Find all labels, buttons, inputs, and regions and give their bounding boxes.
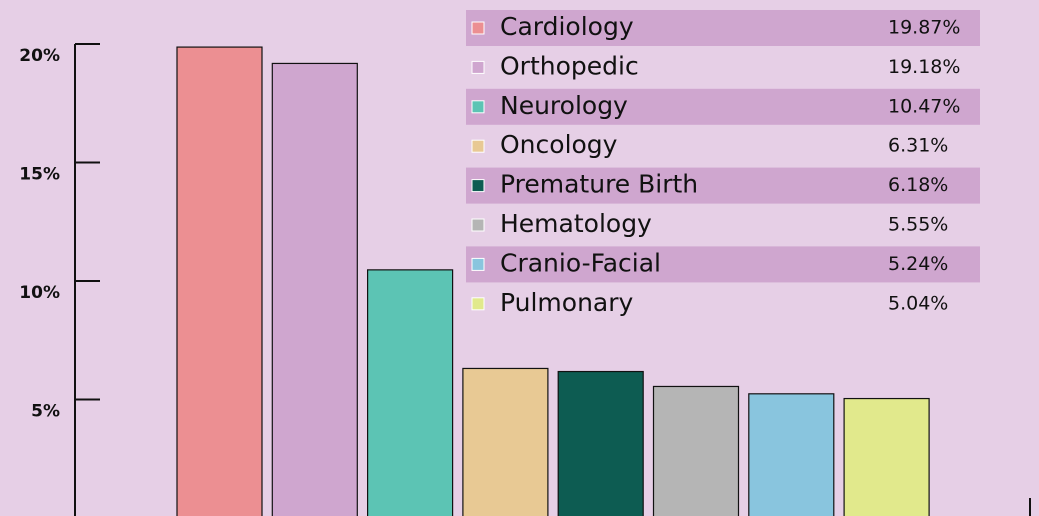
y-tick-label: 5% <box>31 402 60 422</box>
legend-label: Hematology <box>500 209 652 238</box>
legend-row-bg <box>466 10 980 46</box>
legend-swatch <box>471 100 485 114</box>
bar <box>176 46 263 516</box>
value-label: 19.87% <box>888 17 960 39</box>
value-label: 6.31% <box>888 135 948 157</box>
legend-label: Cardiology <box>500 12 634 41</box>
value-label: 5.04% <box>888 292 948 314</box>
y-tick-label: 20% <box>19 46 60 66</box>
legend-swatch <box>471 139 485 153</box>
legend-swatch <box>471 60 485 74</box>
legend-label: Premature Birth <box>500 170 698 199</box>
legend-row-bg <box>466 88 980 125</box>
legend-label: Orthopedic <box>500 51 639 80</box>
legend-row-bg <box>466 167 980 204</box>
bar <box>748 393 835 516</box>
legend-swatch <box>471 218 485 232</box>
legend-label: Pulmonary <box>500 288 634 317</box>
legend-row-bg <box>466 246 980 283</box>
bar <box>462 367 549 516</box>
bar <box>652 385 740 516</box>
bar <box>271 62 358 516</box>
bar <box>843 397 930 516</box>
value-label: 19.18% <box>888 56 960 78</box>
legend-swatch <box>471 257 485 271</box>
value-label: 10.47% <box>888 95 960 117</box>
legend-label: Neurology <box>500 91 628 120</box>
value-label: 5.24% <box>888 253 948 275</box>
y-tick-label: 15% <box>19 165 60 185</box>
legend-swatch <box>471 297 485 311</box>
value-label: 6.18% <box>888 174 948 196</box>
legend-label: Cranio-Facial <box>500 248 661 277</box>
value-label: 5.55% <box>888 214 948 236</box>
bar <box>557 370 644 516</box>
legend-swatch <box>471 21 485 35</box>
legend-label: Oncology <box>500 130 618 159</box>
y-tick-label: 10% <box>19 283 60 303</box>
legend-swatch <box>471 179 485 193</box>
bar <box>367 269 454 516</box>
